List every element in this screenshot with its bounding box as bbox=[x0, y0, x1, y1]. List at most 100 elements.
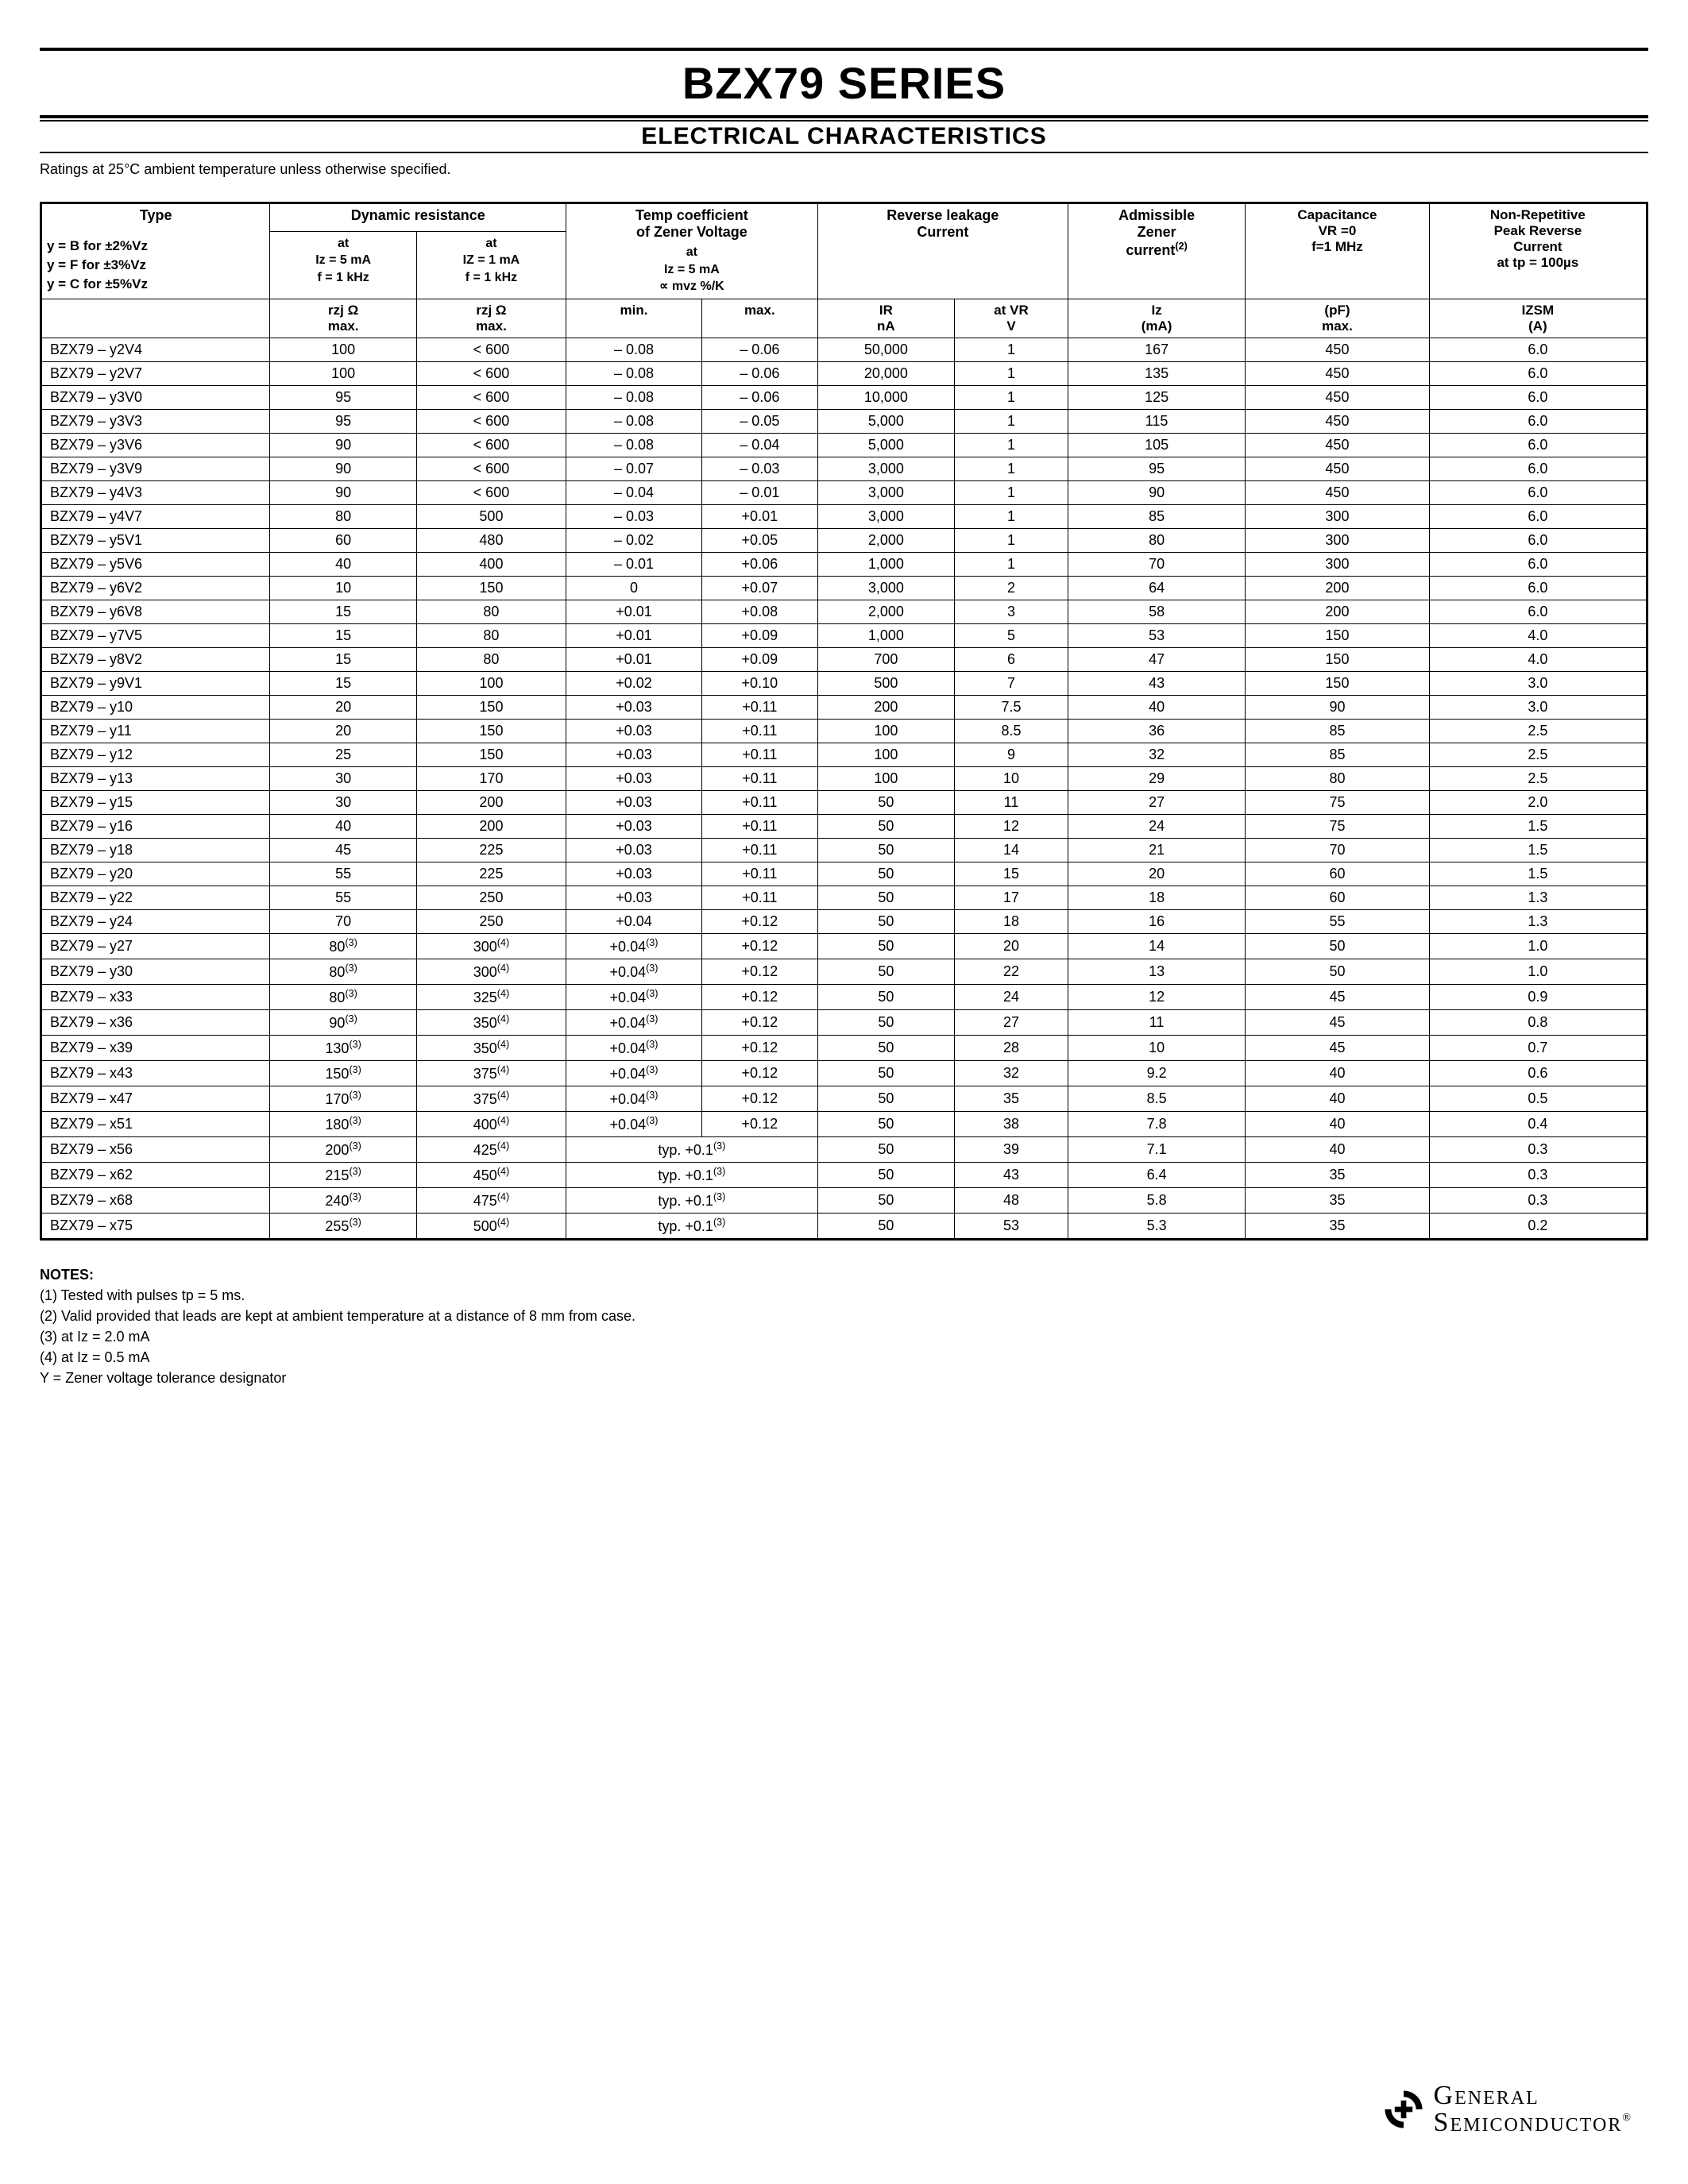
table-row: BZX79 – y1330170+0.03+0.111001029802.5 bbox=[41, 766, 1647, 790]
table-cell: BZX79 – x47 bbox=[41, 1086, 270, 1111]
table-cell: BZX79 – y18 bbox=[41, 838, 270, 862]
table-cell: < 600 bbox=[416, 433, 566, 457]
table-row: BZX79 – y3V990< 600– 0.07– 0.033,0001954… bbox=[41, 457, 1647, 480]
table-cell: BZX79 – y2V7 bbox=[41, 361, 270, 385]
table-cell: 500 bbox=[817, 671, 954, 695]
table-cell: BZX79 – y11 bbox=[41, 719, 270, 743]
table-row: BZX79 – y3080(3)300(4)+0.04(3)+0.1250221… bbox=[41, 959, 1647, 984]
table-cell: BZX79 – y5V1 bbox=[41, 528, 270, 552]
table-cell: +0.11 bbox=[701, 766, 817, 790]
table-cell: 6.0 bbox=[1429, 338, 1647, 361]
table-cell: 6 bbox=[955, 647, 1068, 671]
table-cell: +0.11 bbox=[701, 719, 817, 743]
table-cell: – 0.08 bbox=[566, 385, 702, 409]
table-cell: 250 bbox=[416, 886, 566, 909]
table-cell: 200 bbox=[416, 814, 566, 838]
table-cell: BZX79 – x75 bbox=[41, 1213, 270, 1239]
table-cell: – 0.08 bbox=[566, 433, 702, 457]
table-cell: +0.04(3) bbox=[566, 933, 702, 959]
table-cell: 60 bbox=[1246, 862, 1430, 886]
table-cell: 55 bbox=[1246, 909, 1430, 933]
table-cell: +0.06 bbox=[701, 552, 817, 576]
brand-line1: General bbox=[1434, 2081, 1539, 2110]
table-cell: 450 bbox=[1246, 409, 1430, 433]
table-cell: BZX79 – y2V4 bbox=[41, 338, 270, 361]
table-row: BZX79 – x51180(3)400(4)+0.04(3)+0.125038… bbox=[41, 1111, 1647, 1136]
table-cell: typ. +0.1(3) bbox=[566, 1187, 818, 1213]
table-cell: 7.5 bbox=[955, 695, 1068, 719]
table-cell: 1 bbox=[955, 504, 1068, 528]
table-cell: – 0.03 bbox=[701, 457, 817, 480]
dyn-5ma-cond: at Iz = 5 mA f = 1 kHz bbox=[270, 231, 416, 299]
table-cell: 90 bbox=[270, 457, 416, 480]
table-cell: BZX79 – y5V6 bbox=[41, 552, 270, 576]
table-cell: +0.12 bbox=[701, 933, 817, 959]
table-cell: BZX79 – y12 bbox=[41, 743, 270, 766]
table-cell: 475(4) bbox=[416, 1187, 566, 1213]
table-row: BZX79 – y8V21580+0.01+0.097006471504.0 bbox=[41, 647, 1647, 671]
table-cell: 90 bbox=[1246, 695, 1430, 719]
table-cell: 6.0 bbox=[1429, 409, 1647, 433]
table-cell: 700 bbox=[817, 647, 954, 671]
table-cell: 20,000 bbox=[817, 361, 954, 385]
table-cell: 24 bbox=[1068, 814, 1246, 838]
table-row: BZX79 – x3380(3)325(4)+0.04(3)+0.1250241… bbox=[41, 984, 1647, 1009]
table-cell: 4.0 bbox=[1429, 647, 1647, 671]
table-cell: +0.04(3) bbox=[566, 984, 702, 1009]
table-cell: 300 bbox=[1246, 528, 1430, 552]
table-cell: 1 bbox=[955, 433, 1068, 457]
table-cell: +0.11 bbox=[701, 814, 817, 838]
table-cell: 50 bbox=[817, 862, 954, 886]
table-cell: 50 bbox=[817, 838, 954, 862]
adm-sup: (2) bbox=[1175, 241, 1187, 252]
table-cell: 80 bbox=[1246, 766, 1430, 790]
table-cell: 35 bbox=[1246, 1213, 1430, 1239]
table-cell: 0.6 bbox=[1429, 1060, 1647, 1086]
table-row: BZX79 – y1845225+0.03+0.11501421701.5 bbox=[41, 838, 1647, 862]
note-1: (1) Tested with pulses tp = 5 ms. bbox=[40, 1285, 1648, 1306]
table-cell: 85 bbox=[1246, 719, 1430, 743]
table-row: BZX79 – y9V115100+0.02+0.105007431503.0 bbox=[41, 671, 1647, 695]
table-row: BZX79 – x75255(3)500(4)typ. +0.1(3)50535… bbox=[41, 1213, 1647, 1239]
table-cell: +0.02 bbox=[566, 671, 702, 695]
table-cell: < 600 bbox=[416, 409, 566, 433]
table-cell: 53 bbox=[1068, 623, 1246, 647]
table-cell: 5.3 bbox=[1068, 1213, 1246, 1239]
table-cell: BZX79 – y3V3 bbox=[41, 409, 270, 433]
table-cell: 6.0 bbox=[1429, 600, 1647, 623]
table-cell: 450 bbox=[1246, 480, 1430, 504]
table-cell: 20 bbox=[270, 695, 416, 719]
table-cell: 500(4) bbox=[416, 1213, 566, 1239]
table-cell: 1.0 bbox=[1429, 933, 1647, 959]
table-cell: 45 bbox=[1246, 1009, 1430, 1035]
vr-label: at VR V bbox=[955, 299, 1068, 338]
table-cell: +0.12 bbox=[701, 959, 817, 984]
table-cell: – 0.06 bbox=[701, 361, 817, 385]
table-cell: BZX79 – x39 bbox=[41, 1035, 270, 1060]
table-cell: < 600 bbox=[416, 361, 566, 385]
table-row: BZX79 – y6V81580+0.01+0.082,0003582006.0 bbox=[41, 600, 1647, 623]
table-cell: 70 bbox=[270, 909, 416, 933]
table-cell: 225 bbox=[416, 862, 566, 886]
table-cell: 1.5 bbox=[1429, 814, 1647, 838]
table-cell: +0.11 bbox=[701, 695, 817, 719]
table-cell: 50 bbox=[817, 1035, 954, 1060]
table-cell: 9 bbox=[955, 743, 1068, 766]
table-cell: 45 bbox=[270, 838, 416, 862]
type-legend-3: y = C for ±5%Vz bbox=[47, 275, 265, 294]
table-cell: 375(4) bbox=[416, 1086, 566, 1111]
table-cell: 22 bbox=[955, 959, 1068, 984]
table-cell: 43 bbox=[1068, 671, 1246, 695]
table-row: BZX79 – y1640200+0.03+0.11501224751.5 bbox=[41, 814, 1647, 838]
type-legend-1: y = B for ±2%Vz bbox=[47, 237, 265, 256]
table-cell: 80 bbox=[416, 647, 566, 671]
table-cell: 55 bbox=[270, 886, 416, 909]
table-cell: BZX79 – y4V7 bbox=[41, 504, 270, 528]
table-cell: +0.04 bbox=[566, 909, 702, 933]
table-cell: 500 bbox=[416, 504, 566, 528]
table-cell: 39 bbox=[955, 1136, 1068, 1162]
table-cell: 5 bbox=[955, 623, 1068, 647]
table-cell: 130(3) bbox=[270, 1035, 416, 1060]
dyn-1ma-cond: at IZ = 1 mA f = 1 kHz bbox=[416, 231, 566, 299]
table-cell: 200 bbox=[817, 695, 954, 719]
